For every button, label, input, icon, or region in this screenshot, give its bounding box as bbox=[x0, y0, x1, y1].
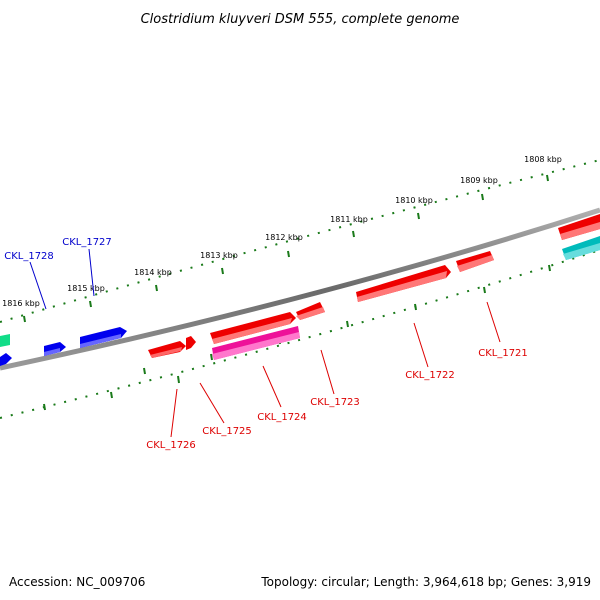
kbp-label-1816: 1816 kbp bbox=[2, 299, 40, 308]
gene-label-ckl-1721: CKL_1721 bbox=[478, 348, 528, 359]
gene-cyan-edge[interactable] bbox=[562, 236, 600, 260]
gene-label-ckl-1726: CKL_1726 bbox=[146, 440, 196, 451]
gene-green-edge[interactable] bbox=[0, 334, 10, 347]
kbp-label-1809: 1809 kbp bbox=[460, 176, 498, 185]
gene-ckl-1723[interactable] bbox=[296, 302, 325, 320]
gene-ckl-1721[interactable] bbox=[456, 251, 494, 272]
accession-text: Accession: NC_009706 bbox=[9, 575, 145, 589]
kbp-label-1814: 1814 kbp bbox=[134, 268, 172, 277]
inner-major-ticks bbox=[43, 264, 551, 411]
gene-label-ckl-1725: CKL_1725 bbox=[202, 426, 252, 437]
gene-label-ckl-1727: CKL_1727 bbox=[62, 237, 112, 248]
genome-backbone bbox=[0, 207, 600, 371]
kbp-label-1808: 1808 kbp bbox=[524, 155, 562, 164]
genome-title: Clostridium kluyveri DSM 555, complete g… bbox=[141, 12, 460, 27]
kbp-label-1813: 1813 kbp bbox=[200, 251, 238, 260]
gene-ckl-1723-magenta[interactable] bbox=[212, 326, 300, 360]
gene-ckl-1725[interactable] bbox=[186, 336, 196, 350]
gene-label-ckl-1723: CKL_1723 bbox=[310, 397, 360, 408]
kbp-label-1810: 1810 kbp bbox=[395, 196, 433, 205]
kbp-label-1815: 1815 kbp bbox=[67, 284, 105, 293]
kbp-major-ticks bbox=[23, 174, 549, 323]
genome-summary-text: Topology: circular; Length: 3,964,618 bp… bbox=[260, 575, 591, 589]
gene-label-ckl-1722: CKL_1722 bbox=[405, 370, 455, 381]
inner-tick-ring bbox=[0, 249, 600, 419]
gene-ckl-1726[interactable] bbox=[148, 341, 186, 358]
top-label-leaders bbox=[29, 248, 95, 310]
kbp-label-1811: 1811 kbp bbox=[330, 215, 368, 224]
gene-label-ckl-1724: CKL_1724 bbox=[257, 412, 307, 423]
gene-label-ckl-1728: CKL_1728 bbox=[4, 251, 54, 262]
kbp-label-1812: 1812 kbp bbox=[265, 233, 303, 242]
gene-ckl-1728[interactable] bbox=[44, 342, 66, 356]
bottom-label-leaders bbox=[170, 301, 501, 438]
gene-red-edge[interactable] bbox=[558, 214, 600, 240]
gene-blue-edge[interactable] bbox=[0, 353, 12, 366]
gene-ckl-1724[interactable] bbox=[210, 312, 296, 344]
gene-ckl-1722[interactable] bbox=[356, 265, 451, 302]
gene-ckl-1727[interactable] bbox=[80, 327, 127, 348]
